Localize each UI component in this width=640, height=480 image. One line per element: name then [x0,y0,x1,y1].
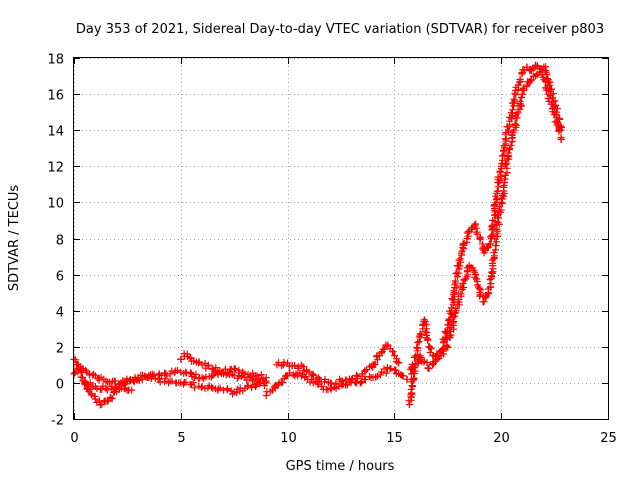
plot-frame [73,57,609,420]
y-tick-label: 10 [47,197,64,212]
chart-title: Day 353 of 2021, Sidereal Day-to-day VTE… [76,22,604,37]
y-tick-label: -2 [51,414,64,429]
y-tick-label: 12 [47,161,64,176]
data-point-markers [177,350,270,383]
data-point-markers [405,61,565,409]
series-track-c [81,372,270,398]
y-tick-label: 8 [56,234,64,249]
y-tick-label: 6 [56,270,64,285]
data-point-markers [407,68,565,378]
series-track-f [273,341,403,388]
y-tick-label: 18 [47,53,64,68]
data-point-markers [262,364,411,399]
data-point-markers [273,341,403,388]
y-tick-label: 2 [56,342,64,357]
x-axis-label: GPS time / hours [286,459,395,474]
y-tick-label: 16 [47,89,64,104]
series-track-e [262,364,411,399]
y-tick-label: 14 [47,125,64,140]
y-tick-labels: -2 0 2 4 6 8 10 12 14 16 18 [47,53,64,429]
series-track-g [405,61,565,409]
data-point-markers [81,372,270,398]
y-axis-label: SDTVAR / TECUs [7,185,22,292]
gridlines [74,58,609,420]
y-tick-label: 4 [56,306,64,321]
x-tick-label: 20 [493,431,510,446]
axis-ticks [74,58,609,420]
x-tick-label: 10 [280,431,297,446]
x-tick-label: 0 [70,431,78,446]
series-track-h [407,68,565,378]
x-tick-label: 25 [600,431,617,446]
series-track-d [177,350,270,383]
y-tick-label: 0 [56,378,64,393]
x-tick-label: 5 [177,431,185,446]
x-tick-labels: 0 5 10 15 20 25 [70,431,616,446]
x-tick-label: 15 [386,431,403,446]
data-points [70,61,565,409]
